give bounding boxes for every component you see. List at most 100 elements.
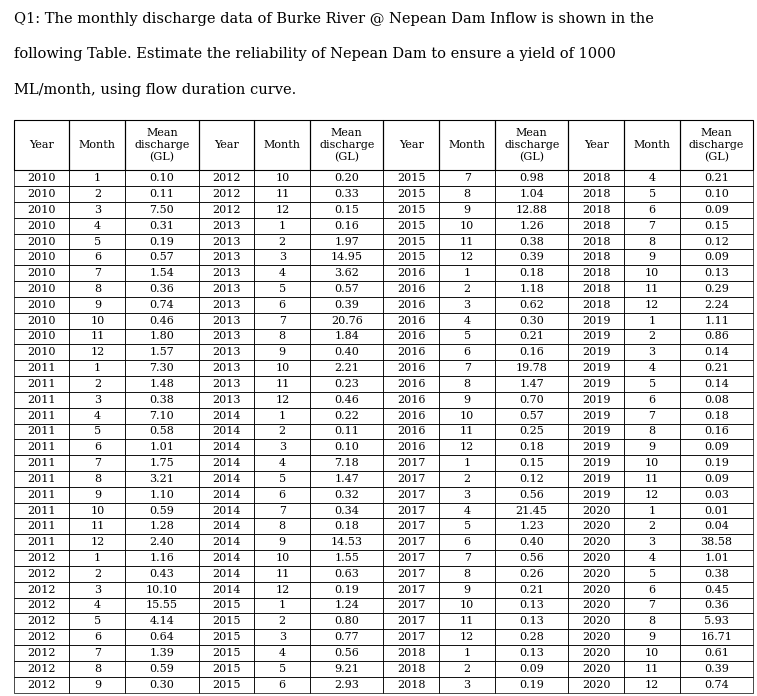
Bar xyxy=(254,487,310,503)
Bar xyxy=(495,661,569,677)
Text: 21.45: 21.45 xyxy=(516,505,548,516)
Text: 10.10: 10.10 xyxy=(146,585,178,594)
Bar xyxy=(310,645,384,661)
Bar xyxy=(384,392,439,408)
Text: 12: 12 xyxy=(460,632,475,642)
Text: 2018: 2018 xyxy=(582,300,610,310)
Text: 0.39: 0.39 xyxy=(519,253,544,262)
Text: 5: 5 xyxy=(463,331,471,342)
Bar xyxy=(680,645,753,661)
Text: 1.55: 1.55 xyxy=(335,553,360,563)
Bar xyxy=(495,535,569,550)
Text: 8: 8 xyxy=(279,331,286,342)
Text: Mean
discharge
(GL): Mean discharge (GL) xyxy=(319,128,375,161)
Text: 6: 6 xyxy=(279,490,286,500)
Text: 9: 9 xyxy=(94,490,101,500)
Bar xyxy=(126,234,198,249)
Bar xyxy=(126,424,198,439)
Text: 4: 4 xyxy=(279,458,286,468)
Bar xyxy=(198,439,254,455)
Bar xyxy=(14,234,70,249)
Bar xyxy=(70,281,126,297)
Bar xyxy=(14,361,70,376)
Text: 2011: 2011 xyxy=(27,490,56,500)
Text: 6: 6 xyxy=(649,585,656,594)
Bar xyxy=(680,345,753,361)
Text: 4: 4 xyxy=(94,601,101,610)
Text: 1: 1 xyxy=(649,505,656,516)
Bar xyxy=(126,613,198,629)
Bar xyxy=(439,265,495,281)
Text: 2: 2 xyxy=(279,427,286,436)
Text: 2020: 2020 xyxy=(582,617,610,626)
Bar xyxy=(70,566,126,582)
Bar xyxy=(569,408,625,424)
Text: 11: 11 xyxy=(645,284,659,294)
Text: 0.10: 0.10 xyxy=(704,189,729,199)
Bar xyxy=(439,297,495,313)
Bar xyxy=(569,265,625,281)
Bar xyxy=(310,439,384,455)
Text: 11: 11 xyxy=(90,331,104,342)
Text: 0.40: 0.40 xyxy=(335,347,360,357)
Text: 0.18: 0.18 xyxy=(519,442,544,452)
Bar xyxy=(14,329,70,345)
Text: 2019: 2019 xyxy=(582,442,610,452)
Bar xyxy=(495,361,569,376)
Text: 0.15: 0.15 xyxy=(704,221,729,231)
Bar xyxy=(384,202,439,218)
Text: 2013: 2013 xyxy=(212,331,241,342)
Text: 10: 10 xyxy=(645,648,659,658)
Text: 2010: 2010 xyxy=(27,347,56,357)
Bar xyxy=(439,613,495,629)
Bar xyxy=(439,313,495,329)
Text: 7: 7 xyxy=(94,268,101,278)
Bar xyxy=(198,471,254,487)
Text: 2019: 2019 xyxy=(582,331,610,342)
Text: 2010: 2010 xyxy=(27,300,56,310)
Text: 10: 10 xyxy=(90,505,104,516)
Bar xyxy=(70,503,126,519)
Bar xyxy=(126,345,198,361)
Bar xyxy=(198,281,254,297)
Bar xyxy=(14,171,70,186)
Bar xyxy=(625,661,680,677)
Bar xyxy=(14,186,70,202)
Bar xyxy=(495,439,569,455)
Bar xyxy=(14,424,70,439)
Bar xyxy=(70,629,126,645)
Bar xyxy=(495,297,569,313)
Text: 2014: 2014 xyxy=(212,411,241,420)
Text: 1.28: 1.28 xyxy=(149,521,174,531)
Text: 2016: 2016 xyxy=(397,363,425,373)
Bar xyxy=(310,471,384,487)
Text: 2018: 2018 xyxy=(582,237,610,246)
Text: 1: 1 xyxy=(649,316,656,326)
Text: 0.26: 0.26 xyxy=(519,569,544,579)
Text: 2012: 2012 xyxy=(212,189,241,199)
Text: 0.15: 0.15 xyxy=(335,205,360,215)
Bar xyxy=(126,677,198,693)
Text: 6: 6 xyxy=(279,300,286,310)
Text: 2014: 2014 xyxy=(212,537,241,547)
Text: 5: 5 xyxy=(463,521,471,531)
Text: 7.18: 7.18 xyxy=(335,458,359,468)
Text: 11: 11 xyxy=(460,617,475,626)
Text: 7.10: 7.10 xyxy=(150,411,174,420)
Bar xyxy=(310,503,384,519)
Bar xyxy=(569,120,625,171)
Text: 9: 9 xyxy=(649,632,656,642)
Text: 6: 6 xyxy=(279,679,286,690)
Bar xyxy=(680,535,753,550)
Bar xyxy=(439,439,495,455)
Text: 10: 10 xyxy=(275,363,289,373)
Bar xyxy=(310,661,384,677)
Bar xyxy=(310,519,384,535)
Bar xyxy=(70,313,126,329)
Text: 3: 3 xyxy=(279,632,286,642)
Bar xyxy=(310,424,384,439)
Text: 2019: 2019 xyxy=(582,316,610,326)
Bar xyxy=(569,234,625,249)
Text: 4: 4 xyxy=(649,363,656,373)
Text: 1.75: 1.75 xyxy=(150,458,174,468)
